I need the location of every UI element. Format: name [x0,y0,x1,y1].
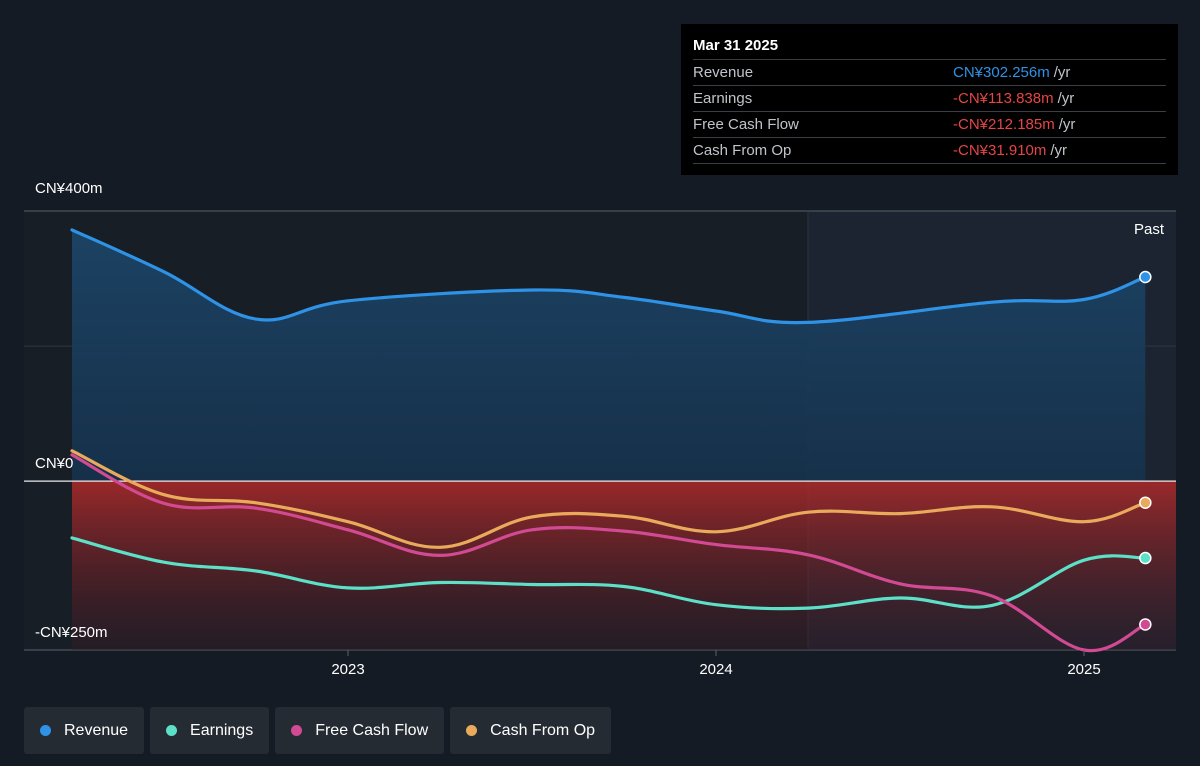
past-label: Past [1134,221,1165,238]
tooltip-row-value: -CN¥113.838m [953,90,1054,107]
negative-area [72,481,1176,650]
tooltip-row-unit: /yr [1050,142,1068,159]
series-markers [1139,270,1152,631]
tooltip-row-label: Cash From Op [693,142,792,159]
legend-item-earnings[interactable]: Earnings [150,707,270,754]
x-tick-label: 2025 [1067,661,1100,678]
tooltip-row-label: Revenue [693,64,754,81]
tooltip-rows: Revenue CN¥302.256m/yr Earnings -CN¥113.838… [693,59,1166,164]
revenue-end-marker [1139,270,1152,284]
legend-dot-icon [166,725,178,736]
tooltip-date: Mar 31 2025 [693,37,779,54]
y-tick-label: CN¥400m [35,180,103,197]
tooltip: Mar 31 2025 Revenue CN¥302.256m/yr Earning… [681,24,1178,175]
y-tick-label: -CN¥250m [35,624,108,641]
tooltip-row: Cash From Op -CN¥31.910m/yr [693,137,1166,164]
earnings-line [70,536,1147,611]
legend-label: Earnings [190,721,254,739]
revenue-area [72,229,1146,482]
tooltip-row-unit: /yr [1053,64,1071,81]
tooltip-row-value: -CN¥31.910m [953,142,1047,159]
tooltip-row-unit: /yr [1057,90,1075,107]
legend-item-revenue[interactable]: Revenue [24,707,145,754]
tooltip-row: Earnings -CN¥113.838m/yr [693,85,1166,111]
x-tick-label: 2024 [699,661,732,678]
x-axis-labels: 2023 2024 2025 [331,650,1101,678]
cash-from-op-line [70,449,1147,549]
tooltip-row: Free Cash Flow -CN¥212.185m/yr [693,111,1166,137]
tooltip-row: Revenue CN¥302.256m/yr [693,59,1166,85]
legend-dot-icon [291,725,303,736]
legend-label: Free Cash Flow [315,721,429,739]
cash-from-op-end-marker [1139,496,1152,509]
revenue-line [70,228,1147,325]
tooltip-row-value: CN¥302.256m [953,64,1050,81]
tooltip-row-unit: /yr [1058,116,1076,133]
legend-item-free-cash-flow[interactable]: Free Cash Flow [275,707,445,754]
legend: Revenue Earnings Free Cash Flow Cash From O… [24,707,612,754]
series-lines [70,228,1147,653]
tooltip-row-value: -CN¥212.185m [953,116,1055,133]
legend-label: Cash From Op [490,721,596,739]
legend-label: Revenue [64,721,129,739]
tooltip-row-label: Free Cash Flow [693,116,799,133]
free-cash-flow-end-marker [1139,618,1152,631]
legend-dot-icon [40,725,51,736]
x-tick-label: 2023 [331,661,364,678]
legend-item-cash-from-op[interactable]: Cash From Op [450,707,612,754]
free-cash-flow-line [70,453,1147,653]
earnings-end-marker [1139,551,1152,565]
y-axis-labels: CN¥400m CN¥0 -CN¥250m [35,180,108,641]
y-tick-label: CN¥0 [35,455,73,472]
legend-dot-icon [466,725,478,736]
tooltip-row-label: Earnings [693,90,753,107]
